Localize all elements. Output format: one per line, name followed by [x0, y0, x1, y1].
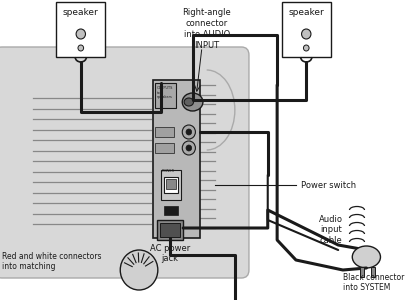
Ellipse shape	[352, 246, 380, 268]
Bar	[157, 220, 183, 240]
Bar	[155, 83, 176, 108]
Text: Audio
input
cable: Audio input cable	[319, 215, 343, 245]
Circle shape	[182, 141, 195, 155]
Bar	[360, 267, 363, 277]
Bar	[155, 127, 174, 137]
Text: Power switch: Power switch	[301, 181, 356, 190]
Circle shape	[78, 45, 84, 51]
Circle shape	[182, 125, 195, 139]
Circle shape	[186, 145, 192, 151]
Text: AC power
jack: AC power jack	[150, 244, 190, 263]
Text: speaker: speaker	[288, 8, 324, 17]
Bar	[153, 80, 200, 238]
Bar	[155, 143, 174, 153]
Circle shape	[302, 29, 311, 39]
Text: POWER: POWER	[162, 169, 175, 173]
Bar	[164, 177, 178, 193]
Text: OUTPUTS
to
speakers: OUTPUTS to speakers	[157, 86, 173, 99]
Bar	[56, 2, 105, 57]
Ellipse shape	[182, 93, 203, 111]
Text: Right-angle
connector
into AUDIO
INPUT: Right-angle connector into AUDIO INPUT	[182, 8, 231, 50]
Circle shape	[186, 129, 192, 135]
Bar	[166, 179, 176, 189]
Text: Black connector
into SYSTEM: Black connector into SYSTEM	[343, 273, 404, 292]
FancyBboxPatch shape	[0, 47, 249, 278]
Circle shape	[120, 250, 158, 290]
Bar	[160, 223, 180, 237]
Circle shape	[304, 45, 309, 51]
Text: Red and white connectors
into matching: Red and white connectors into matching	[2, 252, 101, 272]
Bar	[164, 206, 178, 215]
Bar	[161, 170, 181, 200]
Text: speaker: speaker	[63, 8, 98, 17]
Bar	[371, 267, 375, 277]
Bar	[282, 2, 331, 57]
Ellipse shape	[184, 98, 194, 106]
Circle shape	[76, 29, 85, 39]
